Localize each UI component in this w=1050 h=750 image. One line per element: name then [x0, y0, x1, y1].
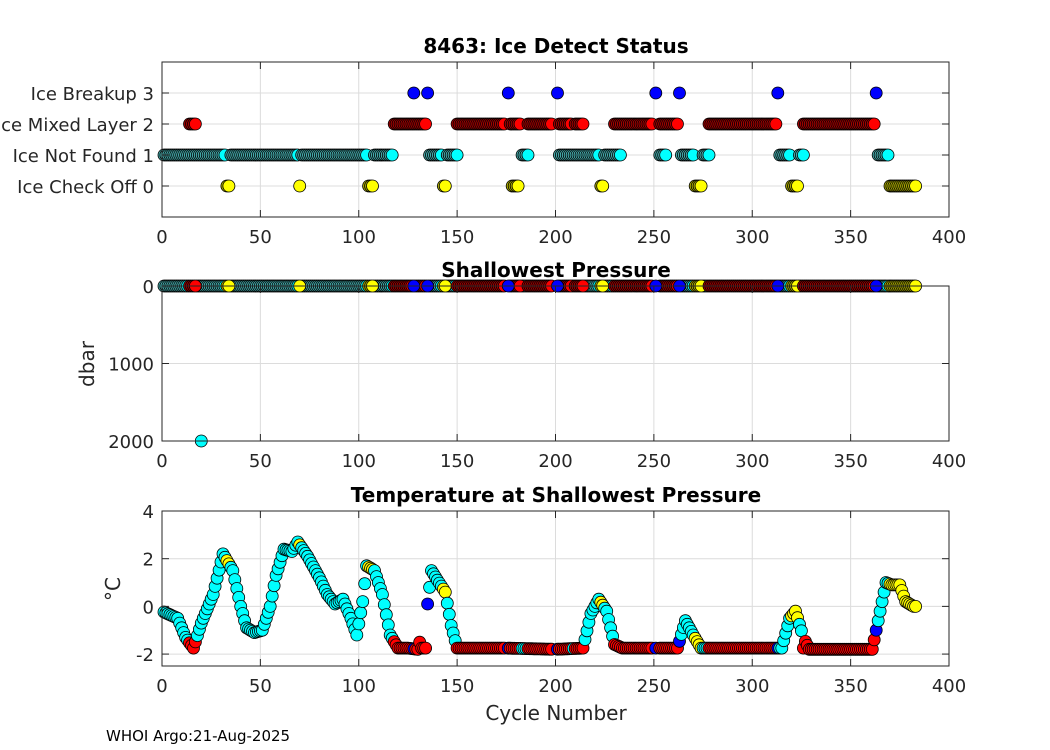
- x-tick-label: 400: [932, 227, 966, 248]
- status-point-mixed-layer: [867, 117, 881, 131]
- pressure-ylabel: dbar: [75, 340, 99, 387]
- y-tick-label: 1000: [108, 355, 154, 376]
- status-point-check-off: [438, 179, 452, 193]
- temperature-point-not-found: [265, 589, 279, 603]
- x-tick-label: 0: [156, 227, 167, 248]
- temperature-point-not-found: [354, 606, 368, 620]
- status-point-breakup: [407, 86, 421, 100]
- temperature-ylabel: °C: [101, 577, 125, 601]
- y-tick-label: 0: [143, 277, 154, 298]
- y-tick-label: 4: [143, 502, 154, 523]
- y-tick-label: Ice Mixed Layer 2: [0, 115, 154, 136]
- x-tick-label: 250: [637, 676, 671, 697]
- status-point-not-found: [521, 148, 535, 162]
- temperature-point-not-found: [350, 628, 364, 642]
- cycle-number-xlabel: Cycle Number: [485, 701, 627, 725]
- x-tick-label: 0: [156, 451, 167, 472]
- y-tick-label: Ice Breakup 3: [31, 84, 154, 105]
- temperature-point-breakup: [421, 597, 435, 611]
- y-tick-label: 0: [143, 597, 154, 618]
- status-point-check-off: [366, 179, 379, 193]
- temperature-point-not-found: [263, 600, 277, 613]
- x-tick-label: 200: [538, 676, 572, 697]
- status-point-check-off: [791, 179, 804, 193]
- x-tick-label: 350: [833, 451, 867, 472]
- x-tick-label: 100: [342, 227, 376, 248]
- temperature-title: Temperature at Shallowest Pressure: [351, 483, 761, 507]
- x-tick-label: 50: [249, 227, 272, 248]
- pressure-panel: 0 50 100 150 200 250 300 350 400 0 1000 2000 Shallo…: [75, 258, 966, 472]
- x-tick-label: 350: [833, 227, 867, 248]
- status-point-check-off: [293, 179, 307, 193]
- status-point-not-found: [659, 148, 673, 162]
- temperature-point-not-found: [352, 617, 366, 631]
- status-point-mixed-layer: [769, 117, 783, 131]
- x-tick-label: 250: [637, 451, 671, 472]
- footer-credit: WHOI Argo:21-Aug-2025: [106, 727, 290, 745]
- x-tick-label: 0: [156, 676, 167, 697]
- x-tick-label: 250: [637, 227, 671, 248]
- status-point-breakup: [501, 86, 515, 100]
- status-point-mixed-layer: [576, 117, 590, 131]
- status-point-breakup: [551, 86, 564, 100]
- y-tick-label: Ice Not Found 1: [13, 146, 154, 167]
- temperature-point-not-found: [358, 577, 372, 591]
- temperature-point-mixed-layer: [419, 641, 433, 655]
- x-tick-label: 400: [932, 676, 966, 697]
- y-tick-label: -2: [136, 645, 154, 666]
- status-point-not-found: [614, 148, 627, 162]
- x-tick-label: 200: [538, 451, 572, 472]
- x-tick-label: 100: [342, 676, 376, 697]
- status-point-check-off: [596, 179, 610, 193]
- x-tick-label: 300: [735, 451, 769, 472]
- status-point-mixed-layer: [671, 117, 684, 131]
- status-point-breakup: [421, 86, 435, 100]
- status-point-mixed-layer: [188, 117, 202, 131]
- temperature-point-not-found: [440, 596, 454, 610]
- status-point-check-off: [511, 179, 525, 193]
- status-point-breakup: [673, 86, 686, 100]
- pressure-title: Shallowest Pressure: [441, 258, 671, 282]
- temperature-point-check-off: [438, 585, 452, 599]
- temperature-point-not-found: [795, 624, 808, 638]
- temperature-point-check-off: [909, 600, 922, 613]
- x-tick-label: 300: [735, 676, 769, 697]
- status-point-breakup: [869, 86, 883, 100]
- status-point-not-found: [385, 148, 399, 162]
- status-point-breakup: [771, 86, 785, 100]
- temperature-point-not-found: [267, 579, 281, 593]
- temperature-point-not-found: [442, 607, 456, 621]
- x-tick-label: 150: [440, 451, 474, 472]
- status-point-not-found: [881, 148, 895, 162]
- status-point-check-off: [909, 179, 922, 193]
- y-tick-label: 2: [143, 550, 154, 571]
- temperature-point-not-found: [356, 595, 370, 608]
- x-tick-label: 50: [249, 676, 272, 697]
- status-point-breakup: [649, 86, 663, 100]
- x-tick-label: 150: [440, 676, 474, 697]
- x-tick-label: 300: [735, 227, 769, 248]
- x-tick-label: 200: [538, 227, 572, 248]
- x-tick-label: 350: [833, 676, 867, 697]
- ice-status-panel: 0 50 100 150 200 250 300 350 400 Ice Check Off 0 I…: [0, 34, 966, 248]
- status-point-check-off: [694, 179, 708, 193]
- y-tick-label: Ice Check Off 0: [17, 177, 154, 198]
- status-point-not-found: [702, 148, 716, 162]
- x-tick-label: 100: [342, 451, 376, 472]
- x-tick-label: 150: [440, 227, 474, 248]
- y-tick-label: 2000: [108, 432, 154, 453]
- x-tick-label: 400: [932, 451, 966, 472]
- status-point-mixed-layer: [419, 117, 433, 131]
- x-tick-label: 50: [249, 451, 272, 472]
- status-point-not-found: [797, 148, 810, 162]
- status-point-not-found: [450, 148, 464, 162]
- ice-status-title: 8463: Ice Detect Status: [423, 34, 688, 58]
- status-point-check-off: [222, 179, 236, 193]
